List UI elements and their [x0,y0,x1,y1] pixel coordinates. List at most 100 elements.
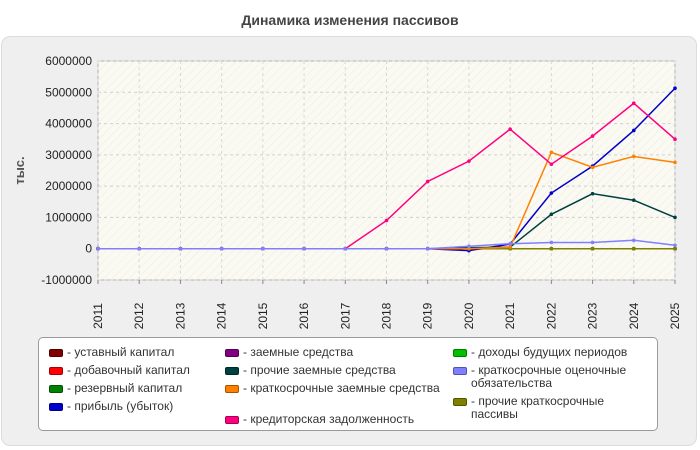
data-point [549,162,554,167]
y-tick-label: 2000000 [45,179,92,193]
data-point [261,246,265,251]
data-point [425,179,430,184]
data-point [631,246,636,251]
data-point [631,128,636,133]
y-tick-label: -1000000 [41,273,92,287]
data-point [343,246,348,251]
x-tick-label: 2011 [91,303,105,329]
data-point [549,246,554,251]
legend-label: - резервный капитал [67,381,183,395]
data-point [549,191,554,195]
data-point [219,246,224,251]
legend-swatch [225,416,239,424]
data-point [425,246,430,251]
legend-label: - краткосрочные заемные средства [243,381,440,395]
legend-swatch [49,367,63,375]
data-point [467,244,471,249]
x-tick-label: 2013 [173,302,187,329]
legend-item: - краткосрочные оценочные обязательства [453,364,653,390]
legend-item: - резервный капитал [49,382,264,395]
data-point [96,246,100,251]
data-point [467,246,471,251]
data-point [508,241,512,246]
data-point [590,191,595,196]
data-point [302,246,306,251]
data-point [508,127,512,132]
legend-label: - уставный капитал [67,345,175,359]
legend-item: - краткосрочные заемные средства [225,382,440,395]
data-point [549,212,554,217]
legend-swatch [49,349,63,357]
x-tick-label: 2021 [503,302,517,329]
chart-title: Динамика изменения пассивов [241,12,459,28]
data-point [673,137,677,142]
legend-swatch [225,367,239,375]
y-tick-label: 6000000 [45,54,92,68]
x-tick-label: 2015 [256,302,270,329]
x-tick-label: 2023 [586,302,600,329]
y-tick-label: 1000000 [45,210,92,224]
data-point [549,240,554,245]
legend-item: - доходы будущих периодов [453,346,653,359]
legend-swatch [49,385,63,393]
data-point [631,238,636,243]
x-tick-label: 2017 [338,302,352,329]
legend-label: - краткосрочные оценочные обязательства [471,363,627,390]
legend-item: - добавочный капитал [49,364,264,377]
y-tick-label: 4000000 [45,117,92,131]
data-point [384,218,389,223]
data-point [549,150,554,155]
legend-swatch [49,403,63,411]
x-tick-label: 2025 [668,302,682,329]
legend-item: - уставный капитал [49,346,264,359]
data-point [590,165,595,170]
data-point [384,246,389,251]
x-tick-label: 2024 [627,302,641,329]
x-tick-label: 2020 [462,302,476,329]
data-point [467,159,471,163]
data-point [590,246,595,251]
data-point [631,154,636,159]
data-point [631,198,636,203]
data-point [673,86,677,91]
legend-label: - заемные средства [243,345,354,359]
data-point [673,243,677,248]
data-point [673,160,677,165]
data-point [590,134,595,138]
x-tick-label: 2018 [380,302,394,329]
legend-label: - кредиторская задолженность [243,412,415,426]
legend-item: - прибыль (убыток) [49,400,264,413]
data-point [590,240,595,245]
legend-label: - добавочный капитал [67,363,190,377]
legend-label: - прочие заемные средства [243,363,396,377]
legend-label: - доходы будущих периодов [471,345,628,359]
data-point [508,245,512,249]
data-point [631,101,636,106]
y-tick-label: 0 [85,242,92,256]
y-tick-label: 5000000 [45,85,92,99]
x-tick-label: 2012 [132,302,146,329]
x-tick-label: 2014 [215,302,229,329]
legend-label: - прочие краткосрочные пассивы [471,394,605,421]
y-tick-label: 3000000 [45,148,92,162]
data-point [673,215,677,220]
legend-item: - кредиторская задолженность [225,413,440,426]
x-tick-label: 2016 [297,302,311,329]
legend-swatch [453,398,467,406]
legend-item: - прочие краткосрочные пассивы [453,395,653,421]
legend-swatch [225,349,239,357]
legend-item: - прочие заемные средства [225,364,440,377]
legend-swatch [225,385,239,393]
legend-swatch [453,349,467,357]
legend-swatch [453,367,467,375]
legend-label: - прибыль (убыток) [67,399,174,413]
x-tick-label: 2019 [421,302,435,329]
x-tick-label: 2022 [544,302,558,329]
data-point [673,246,677,251]
y-axis-label: тыс. [12,156,27,184]
legend-item: - заемные средства [225,346,440,359]
data-point [178,246,183,251]
data-point [137,246,142,251]
chart-legend: - уставный капитал - добавочный капитал - … [38,337,658,431]
